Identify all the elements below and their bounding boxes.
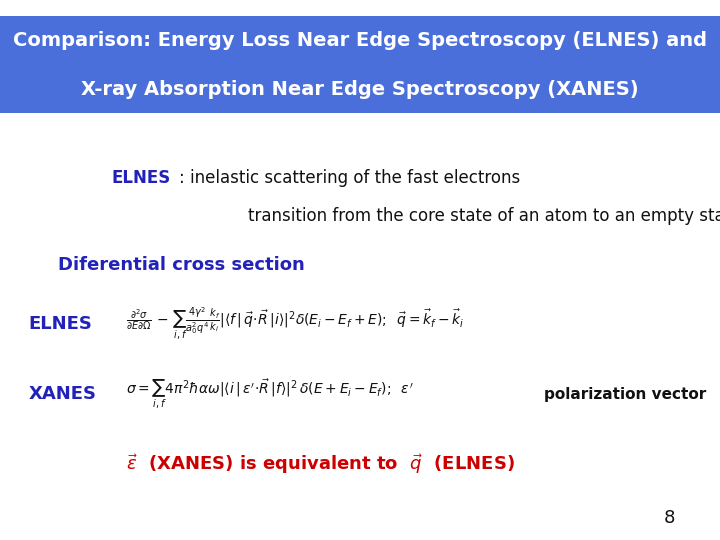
Text: $\sigma = \sum_{i,f}4\pi^2\hbar\alpha\omega|\langle i\,|\,\varepsilon'\!\cdot\!\: $\sigma = \sum_{i,f}4\pi^2\hbar\alpha\om… (126, 377, 413, 411)
Text: Comparison: Energy Loss Near Edge Spectroscopy (ELNES) and: Comparison: Energy Loss Near Edge Spectr… (13, 31, 707, 50)
Text: transition from the core state of an atom to an empty state: transition from the core state of an ato… (248, 207, 720, 225)
Text: XANES: XANES (29, 385, 96, 403)
Bar (0, 16, 720, 113)
Text: X-ray Absorption Near Edge Spectroscopy (XANES): X-ray Absorption Near Edge Spectroscopy … (81, 79, 639, 99)
Text: : inelastic scattering of the fast electrons: : inelastic scattering of the fast elect… (179, 169, 520, 187)
Text: ELNES: ELNES (29, 315, 93, 333)
Text: polarization vector: polarization vector (544, 387, 706, 402)
Text: Diferential cross section: Diferential cross section (58, 255, 305, 274)
Text: 8: 8 (664, 509, 675, 528)
Text: $\vec{\varepsilon}$  (XANES) is equivalent to  $\vec{q}$  (ELNES): $\vec{\varepsilon}$ (XANES) is equivalen… (126, 453, 515, 476)
Text: $\frac{\partial^2\sigma}{\partial E\partial\Omega}\,-\,\sum_{i,f}\frac{4\gamma^2: $\frac{\partial^2\sigma}{\partial E\part… (126, 306, 464, 342)
Text: ELNES: ELNES (112, 169, 171, 187)
